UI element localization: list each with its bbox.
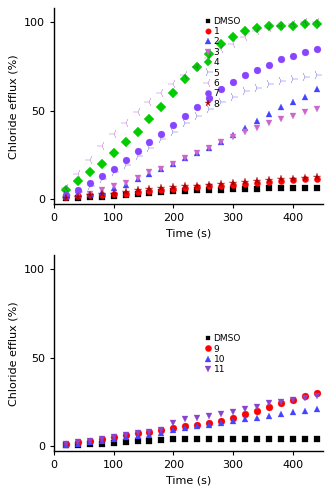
Y-axis label: Chloride efflux (%): Chloride efflux (%) xyxy=(8,54,18,159)
X-axis label: Time (s): Time (s) xyxy=(166,229,211,239)
Y-axis label: Chloride efflux (%): Chloride efflux (%) xyxy=(8,301,18,406)
X-axis label: Time (s): Time (s) xyxy=(166,476,211,486)
Legend: DMSO, 1, 2, 3, 4, 5, 6, 7, 8: DMSO, 1, 2, 3, 4, 5, 6, 7, 8 xyxy=(203,13,245,112)
Legend: DMSO, 9, 10, 11: DMSO, 9, 10, 11 xyxy=(203,330,245,378)
